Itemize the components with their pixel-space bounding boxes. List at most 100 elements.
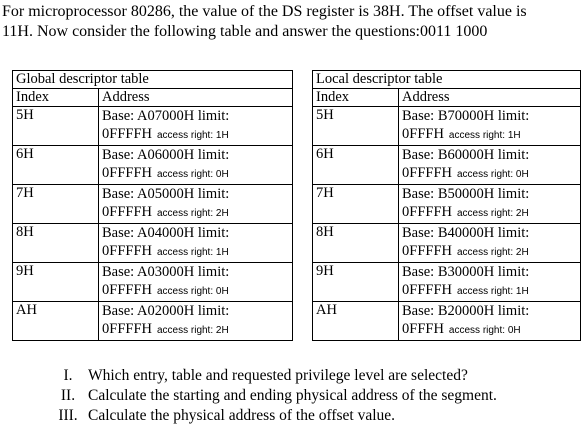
question-item: II. Calculate the starting and ending phy… (48, 386, 497, 406)
local-index-header: Index (312, 88, 399, 107)
global-table-title: Global descriptor table (12, 70, 293, 88)
limit-text: 0FFFH (402, 321, 444, 337)
base-text: Base: B70000H limit: (402, 108, 530, 124)
access-right-text: access right: 2H (156, 208, 229, 219)
limit-text: 0FFFFH (102, 282, 152, 298)
limit-line: 0FFFFH access right: 2H (102, 203, 292, 223)
base-text: Base: A06000H limit: (102, 147, 230, 163)
base-text: Base: B20000H limit: (402, 303, 530, 319)
access-right-text: access right: 0H (456, 169, 529, 180)
global-index-cell: AH (12, 301, 99, 341)
local-address-cell: Base: B20000H limit: 0FFFH access right: 0… (398, 301, 581, 341)
limit-text: 0FFFFH (102, 321, 152, 337)
problem-line-1: For microprocessor 80286, the value of t… (2, 3, 527, 20)
local-table-row: 5H Base: B70000H limit: 0FFFH access right:… (312, 106, 581, 146)
question-number: II. (60, 387, 76, 404)
global-address-header: Address (98, 88, 293, 107)
access-right-text: access right: 0H (448, 325, 521, 336)
local-address-cell: Base: B30000H limit: 0FFFFH access right: … (398, 262, 581, 302)
limit-line: 0FFFFH access right: 2H (402, 203, 580, 223)
question-item: I. Which entry, table and requested privi… (48, 366, 497, 386)
local-address-cell: Base: B60000H limit: 0FFFFH access right: … (398, 145, 581, 185)
limit-text: 0FFFFH (402, 282, 452, 298)
local-table-title: Local descriptor table (312, 70, 581, 88)
global-table-row: 7H Base: A05000H limit: 0FFFFH access right… (12, 184, 293, 224)
limit-text: 0FFFFH (402, 165, 452, 181)
local-address-cell: Base: B40000H limit: 0FFFFH access right: … (398, 223, 581, 263)
global-address-cell: Base: A06000H limit: 0FFFFH access right: … (98, 145, 293, 185)
limit-line: 0FFFFH access right: 1H (102, 242, 292, 262)
local-table-row: 6H Base: B60000H limit: 0FFFFH access right… (312, 145, 581, 185)
global-index-cell: 6H (12, 145, 99, 185)
question-item: III. Calculate the physical address of th… (48, 406, 497, 426)
global-address-cell: Base: A07000H limit: 0FFFFH access right: … (98, 106, 293, 146)
access-right-text: access right: 0H (156, 286, 229, 297)
limit-line: 0FFFFH access right: 2H (102, 320, 292, 340)
global-address-cell: Base: A04000H limit: 0FFFFH access right: … (98, 223, 293, 263)
global-table-row: 6H Base: A06000H limit: 0FFFFH access right… (12, 145, 293, 185)
local-address-cell: Base: B50000H limit: 0FFFFH access right: … (398, 184, 581, 224)
base-text: Base: B30000H limit: (402, 264, 530, 280)
question-text: Which entry, table and requested privile… (88, 367, 468, 384)
limit-text: 0FFFFH (402, 204, 452, 220)
local-index-cell: 9H (312, 262, 399, 302)
problem-statement: For microprocessor 80286, the value of t… (2, 2, 582, 42)
access-right-text: access right: 2H (156, 325, 229, 336)
local-table-row: 7H Base: B50000H limit: 0FFFFH access right… (312, 184, 581, 224)
access-right-text: access right: 1H (156, 247, 229, 258)
local-table-row: AH Base: B20000H limit: 0FFFH access right:… (312, 301, 581, 341)
limit-line: 0FFFFH access right: 1H (402, 281, 580, 301)
access-right-text: access right: 1H (156, 130, 229, 141)
limit-text: 0FFFFH (102, 126, 152, 142)
local-table-row: 8H Base: B40000H limit: 0FFFFH access right… (312, 223, 581, 263)
limit-text: 0FFFH (402, 126, 444, 142)
local-index-cell: 8H (312, 223, 399, 263)
base-text: Base: A02000H limit: (102, 303, 230, 319)
limit-line: 0FFFFH access right: 1H (102, 125, 292, 145)
global-index-cell: 9H (12, 262, 99, 302)
base-text: Base: A04000H limit: (102, 225, 230, 241)
limit-line: 0FFFFH access right: 0H (102, 164, 292, 184)
global-table-row: 9H Base: A03000H limit: 0FFFFH access right… (12, 262, 293, 302)
limit-text: 0FFFFH (102, 243, 152, 259)
global-table-row: AH Base: A02000H limit: 0FFFFH access right… (12, 301, 293, 341)
local-index-cell: 7H (312, 184, 399, 224)
question-number: I. (63, 367, 73, 384)
local-table-row: 9H Base: B30000H limit: 0FFFFH access right… (312, 262, 581, 302)
base-text: Base: B50000H limit: (402, 186, 530, 202)
local-table-header: Index Address (312, 88, 581, 107)
local-index-cell: AH (312, 301, 399, 341)
base-text: Base: A07000H limit: (102, 108, 230, 124)
global-index-cell: 8H (12, 223, 99, 263)
limit-line: 0FFFH access right: 1H (402, 125, 580, 145)
global-table-row: 5H Base: A07000H limit: 0FFFFH access right… (12, 106, 293, 146)
base-text: Base: A03000H limit: (102, 264, 230, 280)
limit-text: 0FFFFH (102, 204, 152, 220)
local-index-cell: 6H (312, 145, 399, 185)
local-descriptor-table: Local descriptor table Index Address 5H B… (312, 70, 581, 341)
limit-text: 0FFFFH (102, 165, 152, 181)
global-index-cell: 7H (12, 184, 99, 224)
access-right-text: access right: 1H (456, 286, 529, 297)
local-index-cell: 5H (312, 106, 399, 146)
global-index-cell: 5H (12, 106, 99, 146)
global-address-cell: Base: A03000H limit: 0FFFFH access right: … (98, 262, 293, 302)
base-text: Base: B60000H limit: (402, 147, 530, 163)
limit-text: 0FFFFH (402, 243, 452, 259)
access-right-text: access right: 0H (156, 169, 229, 180)
limit-line: 0FFFH access right: 0H (402, 320, 580, 340)
access-right-text: access right: 1H (448, 130, 521, 141)
global-descriptor-table: Global descriptor table Index Address 5H… (12, 70, 293, 341)
global-table-row: 8H Base: A04000H limit: 0FFFFH access right… (12, 223, 293, 263)
question-number: III. (58, 407, 78, 424)
question-text: Calculate the physical address of the of… (88, 407, 396, 424)
global-address-cell: Base: A02000H limit: 0FFFFH access right: … (98, 301, 293, 341)
limit-line: 0FFFFH access right: 0H (402, 164, 580, 184)
limit-line: 0FFFFH access right: 2H (402, 242, 580, 262)
base-text: Base: B40000H limit: (402, 225, 530, 241)
access-right-text: access right: 2H (456, 247, 529, 258)
access-right-text: access right: 2H (456, 208, 529, 219)
question-list: I. Which entry, table and requested privi… (48, 366, 497, 426)
global-address-cell: Base: A05000H limit: 0FFFFH access right: … (98, 184, 293, 224)
local-address-header: Address (398, 88, 581, 107)
